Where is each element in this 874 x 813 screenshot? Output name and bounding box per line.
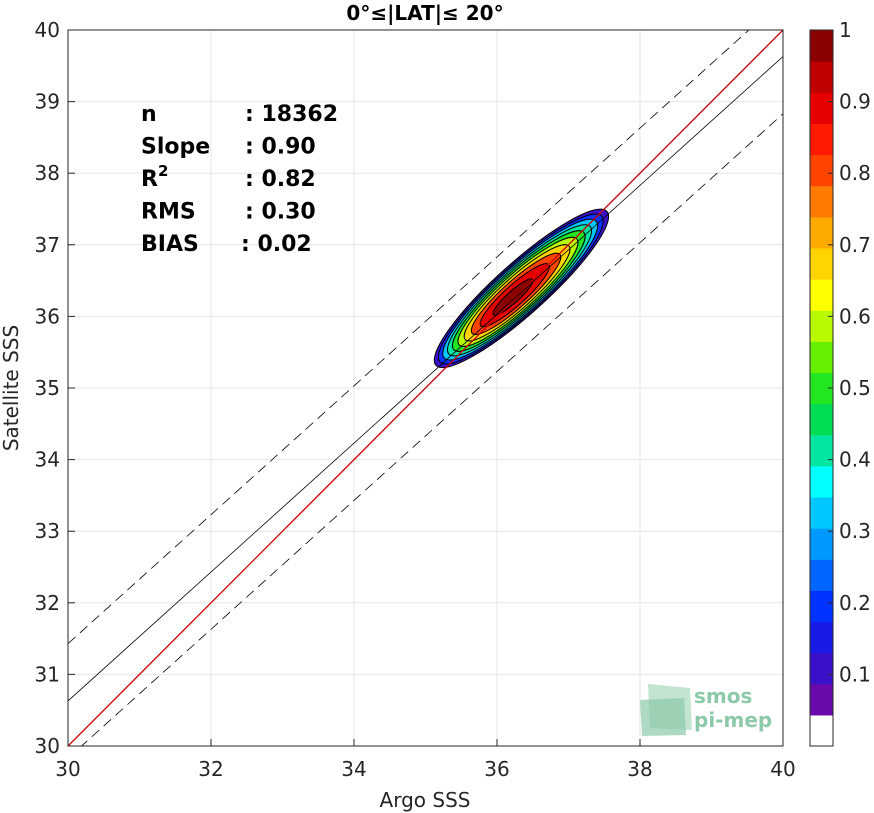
smos-pimep-logo: smos pi-mep [640,684,772,736]
colorbar-segment [810,123,833,156]
colorbar-segment [810,341,833,374]
stat-label: BIAS [141,232,199,257]
x-tick-label: 40 [770,757,795,781]
x-tick-label: 36 [484,757,509,781]
identity-line [68,30,783,746]
colorbar-tick-label: 0.5 [839,376,871,400]
colorbar-tick-label: 0.1 [839,662,871,686]
colorbar-segment [810,403,833,436]
stat-label: Slope [141,135,210,160]
stat-value: : 18362 [245,102,338,127]
x-tick-label: 34 [341,757,366,781]
stat-label: RMS [141,200,196,225]
x-tick-label: 30 [55,757,80,781]
plot-area [68,30,783,746]
colorbar-segment [810,310,833,342]
logo-text-smos: smos [694,684,752,708]
colorbar-tick-label: 0.9 [839,90,871,114]
colorbar-tick-label: 0.4 [839,448,871,472]
stat-value: : 0.02 [241,232,312,257]
colorbar-tick-label: 0.6 [839,304,871,328]
colorbar-tick-label: 0.8 [839,161,871,185]
y-tick-label: 35 [35,376,60,400]
colorbar-segment [810,279,833,311]
colorbar-segment [810,528,833,560]
colorbar-segment [810,621,833,654]
density-contours [433,208,610,369]
colorbar-segment [810,434,833,467]
colorbar-segment [810,185,833,218]
density-contour-level [492,278,534,316]
colorbar-segment [810,154,833,187]
colorbar-segment [810,683,833,716]
x-axis-ticks: 30 32 34 36 38 40 [55,739,796,781]
regression-fit-line [68,56,783,702]
stat-label: n [141,102,157,127]
x-axis-label: Argo SSS [380,788,471,812]
colorbar-segment [810,496,833,529]
colorbar-ticks: 0.1 0.2 0.3 0.4 0.5 0.6 0.7 0.8 0.9 1 [828,18,871,686]
y-tick-label: 32 [35,591,60,615]
colorbar-segment [810,559,833,591]
y-tick-label: 34 [35,448,60,472]
y-axis-ticks: 30 31 32 33 34 35 36 37 38 39 40 [35,18,75,758]
y-tick-label: 36 [35,304,60,328]
stat-label: R2 [141,162,168,192]
colorbar-segment [810,465,833,498]
colorbar-segment [810,652,833,685]
y-tick-label: 37 [35,233,60,257]
logo-text-pimep: pi-mep [694,708,772,732]
stat-value: : 0.30 [245,200,316,225]
x-tick-label: 32 [198,757,223,781]
colorbar-segment [810,590,833,623]
colorbar-tick-label: 0.3 [839,519,871,543]
colorbar-segment [810,92,833,124]
reference-lines [68,30,783,746]
colorbar-tick-label: 0.7 [839,233,871,257]
regression-bound-line [80,113,783,746]
x-tick-label: 38 [627,757,652,781]
y-tick-label: 31 [35,662,60,686]
stat-value: : 0.82 [245,167,316,192]
colorbar [809,29,834,747]
colorbar-segment [810,247,833,280]
y-tick-label: 30 [35,734,60,758]
y-tick-label: 40 [35,18,60,42]
y-axis-label: Satellite SSS [0,325,23,451]
colorbar-tick-label: 0.2 [839,591,871,615]
y-tick-label: 38 [35,161,60,185]
colorbar-segment [810,30,833,62]
colorbar-segment [810,61,833,93]
colorbar-segment [810,714,833,747]
chart-title: 0°≤|LAT|≤ 20° [346,1,503,25]
colorbar-segment [810,216,833,249]
y-tick-label: 39 [35,90,60,114]
statistics-box: n : 18362 Slope : 0.90 R2 : 0.82 RMS : 0.30 BIAS… [141,102,338,257]
regression-bound-line [68,30,750,644]
logo-wave-icon [640,698,686,736]
stat-value: : 0.90 [245,135,316,160]
y-tick-label: 33 [35,519,60,543]
colorbar-segment [810,372,833,405]
colorbar-tick-label: 1 [839,18,852,42]
